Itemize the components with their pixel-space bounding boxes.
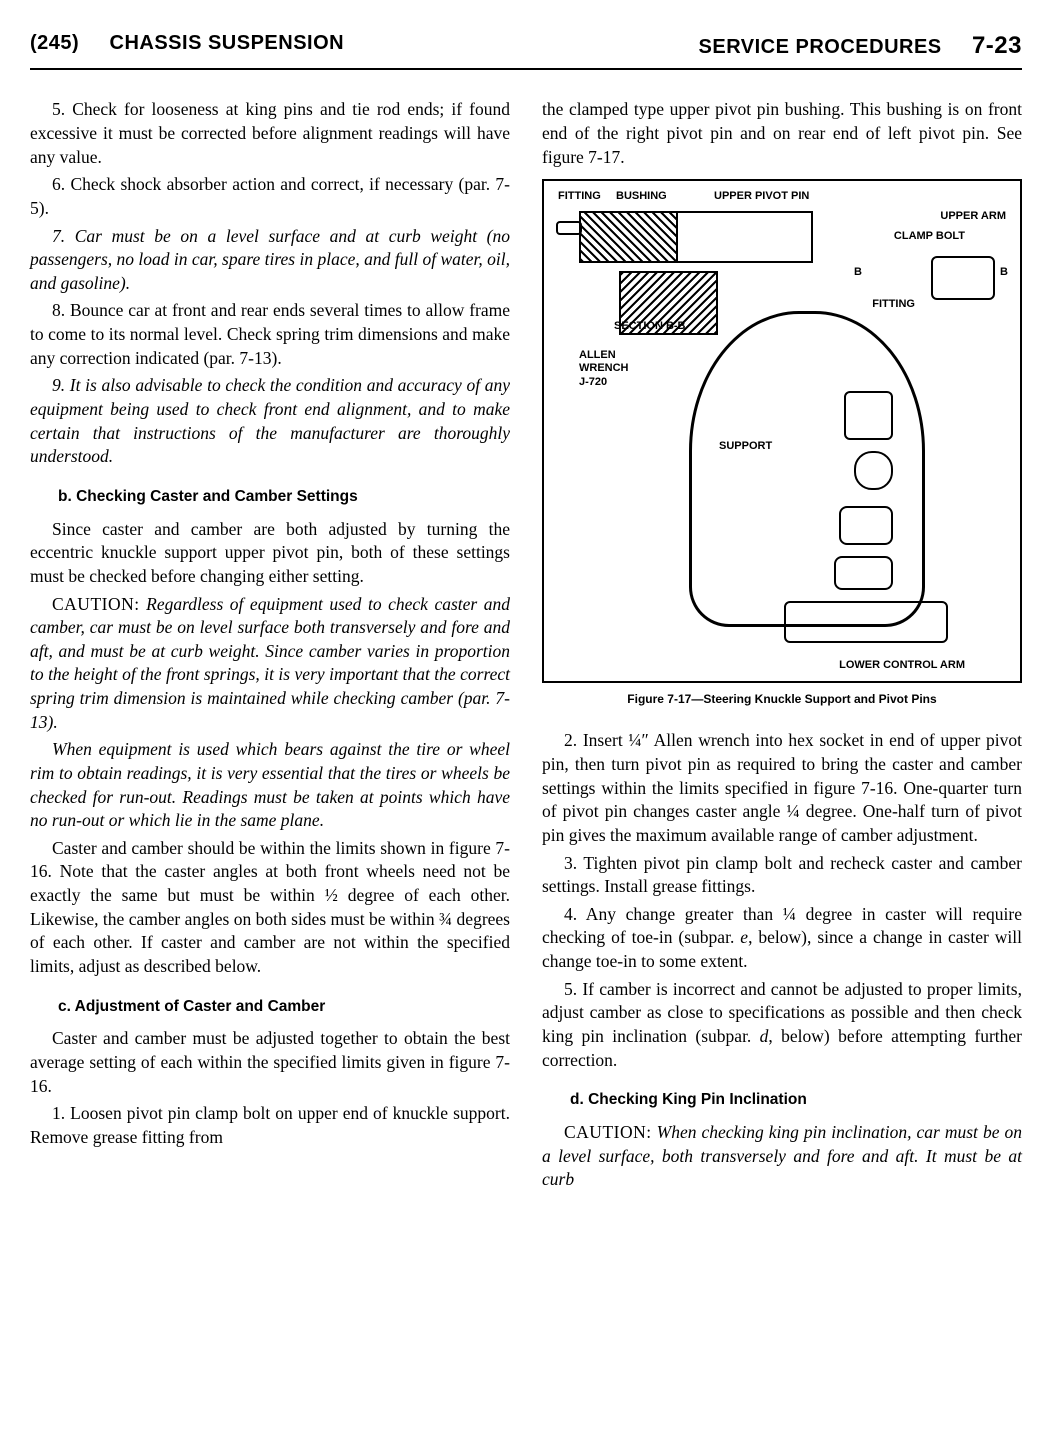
label-b1: B <box>854 265 862 280</box>
support-joint-lower1-icon <box>839 506 893 545</box>
label-b2: B <box>1000 265 1008 280</box>
label-allen-wrench: ALLEN WRENCH J-720 <box>579 349 639 389</box>
figure-7-17: FITTING BUSHING UPPER PIVOT PIN UPPER AR… <box>542 179 1022 683</box>
label-upper-arm: UPPER ARM <box>940 209 1006 224</box>
header-left: (245) CHASSIS SUSPENSION <box>30 30 344 62</box>
right-column: the clamped type upper pivot pin bushing… <box>542 98 1022 1196</box>
page-number-right: 7-23 <box>972 32 1022 59</box>
title-right: SERVICE PROCEDURES <box>699 36 942 58</box>
label-support: SUPPORT <box>719 439 772 454</box>
subhead-c: c. Adjustment of Caster and Camber <box>58 997 510 1018</box>
label-bushing: BUSHING <box>616 189 667 204</box>
para-8: 8. Bounce car at front and rear ends sev… <box>30 299 510 370</box>
para-b1: Since caster and camber are both adjuste… <box>30 518 510 589</box>
fitting-icon <box>556 221 582 235</box>
left-column: 5. Check for looseness at king pins and … <box>30 98 510 1196</box>
label-clamp-bolt: CLAMP BOLT <box>894 229 965 244</box>
title-left: CHASSIS SUSPENSION <box>110 32 345 54</box>
support-joint-lower2-icon <box>834 556 893 590</box>
subhead-d: d. Checking King Pin Inclination <box>570 1090 1022 1111</box>
figure-caption: Figure 7-17—Steering Knuckle Support and… <box>542 691 1022 707</box>
para-7: 7. Car must be on a level surface and at… <box>30 225 510 296</box>
para-c1: Caster and camber must be adjusted toget… <box>30 1027 510 1098</box>
header-right: SERVICE PROCEDURES 7-23 <box>699 30 1022 62</box>
label-section-bb: SECTION B-B <box>614 319 686 334</box>
label-fitting2: FITTING <box>872 297 915 312</box>
para-r2: 2. Insert ¼″ Allen wrench into hex socke… <box>542 729 1022 847</box>
para-6: 6. Check shock absorber action and corre… <box>30 173 510 220</box>
para-c2: 1. Loosen pivot pin clamp bolt on upper … <box>30 1102 510 1149</box>
subhead-b: b. Checking Caster and Camber Settings <box>58 487 510 508</box>
para-b-caution: CAUTION: Regardless of equipment used to… <box>30 593 510 735</box>
lower-arm-icon <box>784 601 948 643</box>
para-r4: 4. Any change greater than ¼ degree in c… <box>542 903 1022 974</box>
para-r3: 3. Tighten pivot pin clamp bolt and rech… <box>542 852 1022 899</box>
page-header: (245) CHASSIS SUSPENSION SERVICE PROCEDU… <box>30 30 1022 70</box>
para-r5: 5. If camber is incorrect and cannot be … <box>542 978 1022 1073</box>
label-upper-pivot-pin: UPPER PIVOT PIN <box>714 189 809 204</box>
support-joint-mid-icon <box>854 451 893 490</box>
support-joint-upper-icon <box>844 391 893 440</box>
para-top-right: the clamped type upper pivot pin bushing… <box>542 98 1022 169</box>
para-b2: When equipment is used which bears again… <box>30 738 510 833</box>
para-d-caution: CAUTION: When checking king pin inclinat… <box>542 1121 1022 1192</box>
clamp-bolt-icon <box>931 256 995 300</box>
two-column-layout: 5. Check for looseness at king pins and … <box>30 98 1022 1196</box>
label-lower-control-arm: LOWER CONTROL ARM <box>839 658 965 673</box>
bushing-hatch-icon <box>579 211 678 263</box>
para-9: 9. It is also advisable to check the con… <box>30 374 510 469</box>
label-fitting: FITTING <box>558 189 601 204</box>
para-b3: Caster and camber should be within the l… <box>30 837 510 979</box>
page-number-left: (245) <box>30 32 79 54</box>
para-5: 5. Check for looseness at king pins and … <box>30 98 510 169</box>
